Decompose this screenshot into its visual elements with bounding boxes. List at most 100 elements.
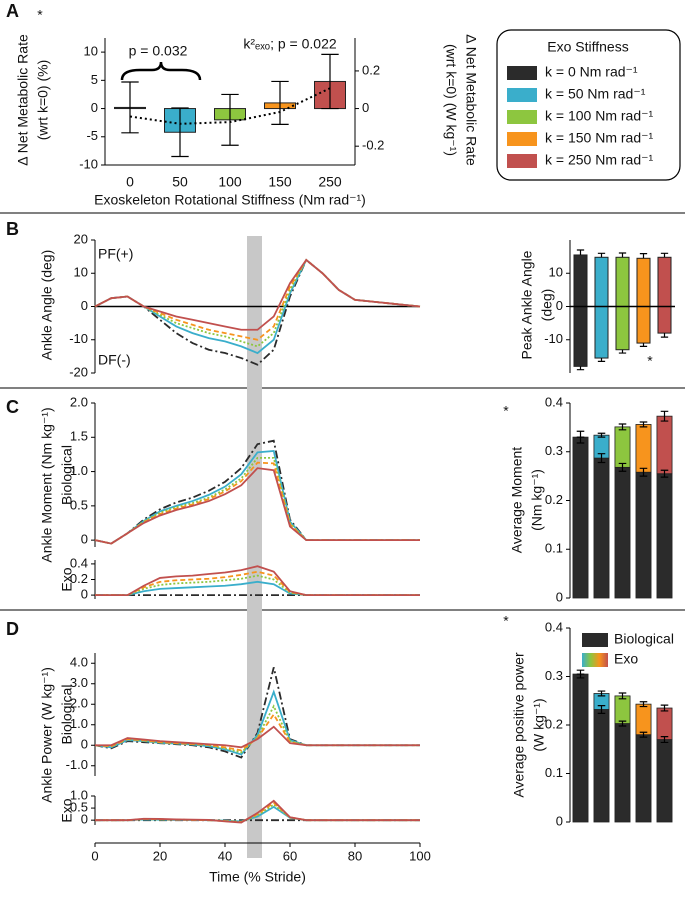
bar-segment <box>614 723 631 823</box>
fit-curve <box>129 87 331 125</box>
bar-segment <box>572 436 589 599</box>
error-bar <box>121 81 139 134</box>
y-tick-label: 0 <box>81 737 88 752</box>
bar <box>594 256 609 308</box>
y-tick-label: 0.2 <box>70 571 88 586</box>
bar-segment <box>635 424 652 473</box>
y-axis-sublabel: Biological <box>59 685 75 745</box>
bar-segment <box>614 426 631 468</box>
bar-segment <box>572 673 589 823</box>
y-tick-label: 0.3 <box>545 443 563 458</box>
error-bar <box>171 107 189 158</box>
error-bar <box>597 453 606 464</box>
bar <box>636 306 651 344</box>
x-tick-label: 50 <box>172 174 188 190</box>
y-tick-label: 0 <box>81 298 88 313</box>
y-tick-label: 0.4 <box>70 555 88 570</box>
y-tick-label: 0.2 <box>362 62 380 77</box>
y-tick-label: 5 <box>91 72 98 87</box>
legend-label: Exo <box>614 651 638 667</box>
annotation: PF(+) <box>98 246 133 262</box>
bar <box>594 306 609 359</box>
panel-label: B <box>6 219 19 239</box>
y-tick-label: 1.0 <box>70 787 88 802</box>
y-tick-label: 10 <box>549 265 563 280</box>
x-tick-label: 80 <box>348 848 362 863</box>
panel-label: A <box>6 1 19 21</box>
error-bar <box>639 343 648 347</box>
error-bar <box>639 701 648 708</box>
legend-swatch <box>507 132 537 146</box>
bar-segment <box>656 739 673 823</box>
annotation: k²ₑₓₒ; p = 0.022 <box>243 36 337 52</box>
legend-swatch <box>507 154 537 168</box>
bar-segment <box>614 466 631 599</box>
y-tick-label: 0.5 <box>70 497 88 512</box>
y-tick-label: 4.0 <box>70 655 88 670</box>
error-bar <box>618 423 627 431</box>
error-bar <box>618 462 627 472</box>
bar-segment <box>614 695 631 724</box>
error-bar <box>660 704 669 712</box>
y-tick-label: 0.4 <box>545 394 563 409</box>
y-axis-label: Ankle Power (W kg⁻¹) <box>39 667 55 803</box>
error-bar <box>597 252 606 258</box>
x-tick-label: 0 <box>91 848 98 863</box>
annotation: * <box>37 7 43 23</box>
y-axis-label: Δ Net Metabolic Rate <box>15 34 31 166</box>
error-bar <box>618 252 627 258</box>
error-bar <box>321 53 339 110</box>
x-tick-label: 40 <box>218 848 232 863</box>
bar-segment <box>593 457 610 599</box>
x-tick-label: 150 <box>268 174 292 190</box>
y-tick-label: 0 <box>556 298 563 313</box>
y-tick-label: 2.0 <box>70 394 88 409</box>
line-series <box>95 799 420 824</box>
bar <box>636 257 651 308</box>
y-tick-label: 10 <box>74 265 88 280</box>
y-axis-label: Ankle Angle (deg) <box>39 250 55 361</box>
y-axis-label: (W kg⁻¹) <box>531 698 547 751</box>
annotation: * <box>503 613 509 629</box>
y-tick-label: 0.4 <box>545 619 563 634</box>
bar <box>615 256 630 308</box>
legend-label: k = 150 Nm rad⁻¹ <box>545 130 653 146</box>
panel-label: D <box>6 619 19 639</box>
error-bar <box>597 690 606 697</box>
error-bar <box>576 366 585 371</box>
x-tick-label: 250 <box>318 174 342 190</box>
bar <box>573 254 588 307</box>
y-axis-label: Average positive power <box>511 652 527 798</box>
y-tick-label: -10 <box>544 331 563 346</box>
y-tick-label: -0.2 <box>362 138 384 153</box>
error-bar <box>639 731 648 738</box>
legend-swatch <box>582 633 608 647</box>
y-tick-label: 0 <box>91 100 98 115</box>
y-tick-label: 0.5 <box>70 800 88 815</box>
x-tick-label: 100 <box>409 848 431 863</box>
y-tick-label: 2.0 <box>70 696 88 711</box>
x-axis-label: Time (% Stride) <box>209 869 306 885</box>
legend-box <box>496 29 681 181</box>
bar <box>657 256 672 308</box>
line-series <box>95 565 420 596</box>
line-series <box>95 574 420 596</box>
bar-segment <box>635 703 652 736</box>
y-axis-label: (deg) <box>539 289 555 322</box>
y-tick-label: 0.3 <box>545 668 563 683</box>
x-axis-label: Exoskeleton Rotational Stiffness (Nm rad… <box>94 192 366 208</box>
y-tick-label: -1.0 <box>66 757 88 772</box>
error-bar <box>618 349 627 354</box>
annotation: p = 0.032 <box>129 43 188 59</box>
error-bar <box>660 469 669 478</box>
bar-segment <box>635 471 652 599</box>
error-bar <box>660 410 669 422</box>
legend-label: k = 0 Nm rad⁻¹ <box>545 64 638 80</box>
error-bar <box>576 249 585 255</box>
y-tick-label: -5 <box>86 128 98 143</box>
error-bar <box>639 467 648 477</box>
y-axis-label: Ankle Moment (Nm kg⁻¹) <box>39 407 55 562</box>
annotation: DF(-) <box>98 352 131 368</box>
error-bar <box>597 432 606 438</box>
